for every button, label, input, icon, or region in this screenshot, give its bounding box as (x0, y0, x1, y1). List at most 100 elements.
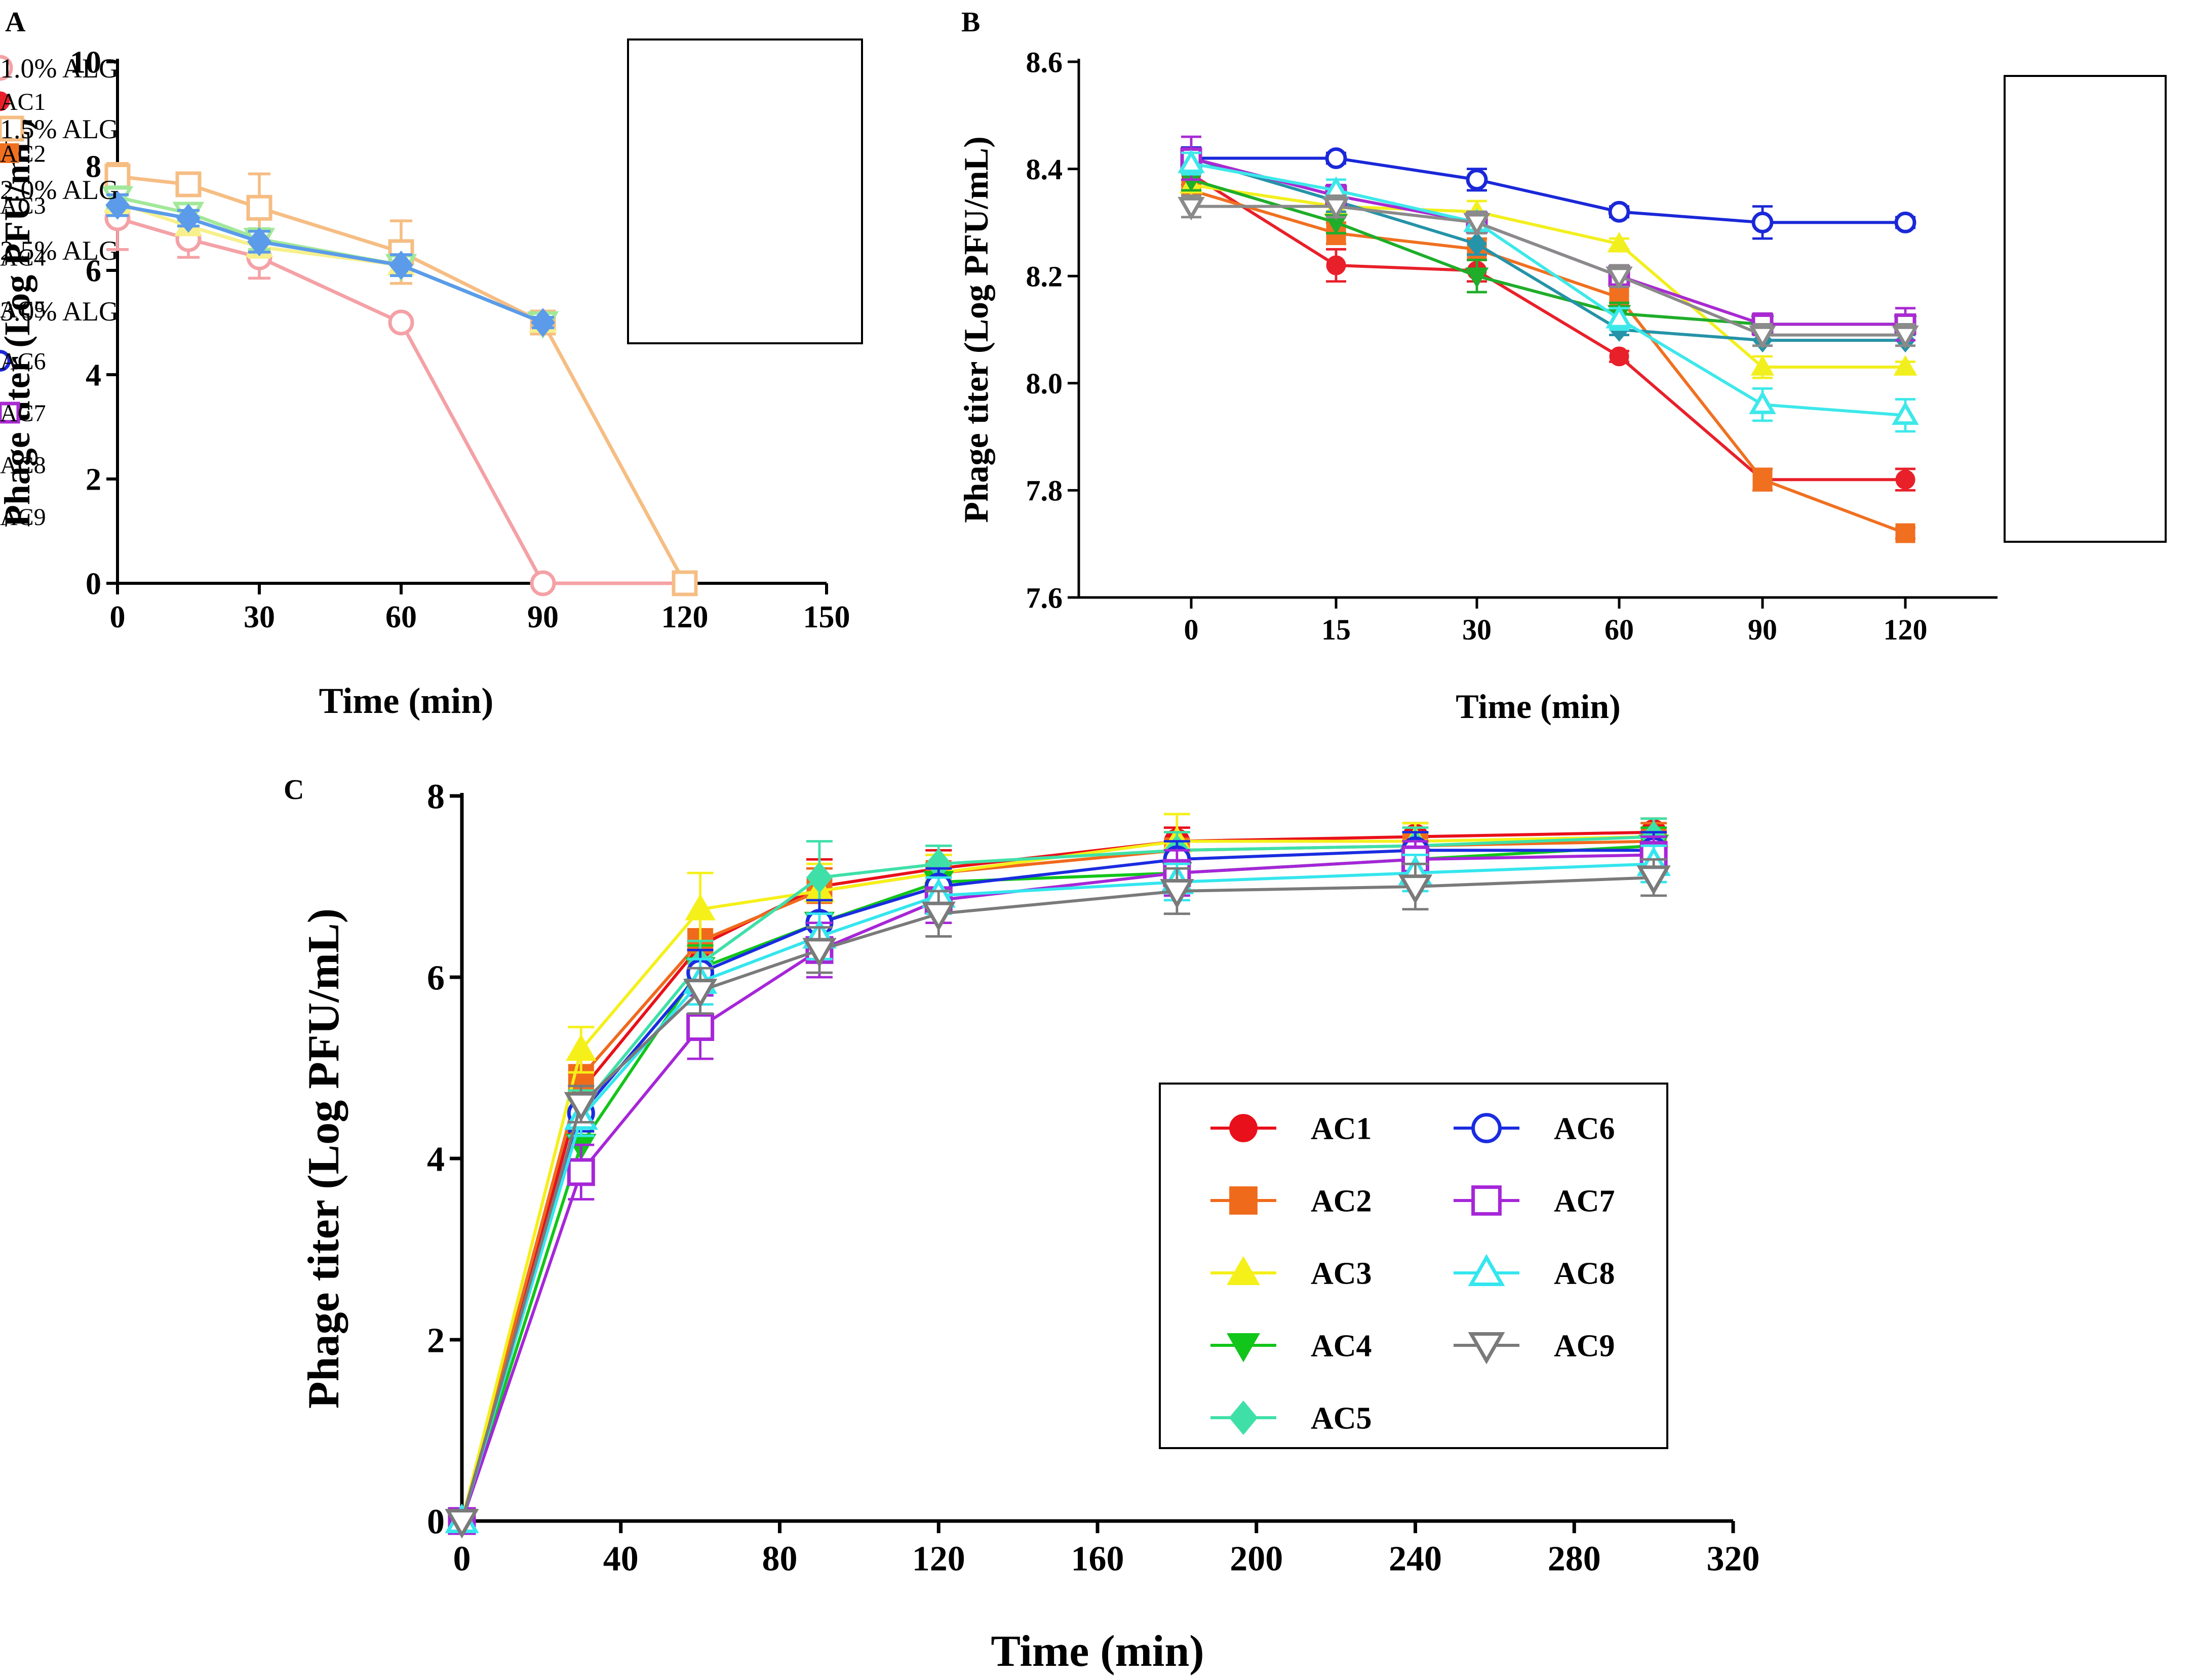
legend-marker (0, 91, 10, 111)
x-tick-label: 15 (1321, 613, 1351, 646)
data-point (105, 190, 130, 220)
series-ac6 (1180, 146, 1916, 240)
data-point (1607, 232, 1631, 253)
data-point (686, 1013, 715, 1041)
data-point (445, 1509, 479, 1539)
data-point (1178, 149, 1205, 173)
panel-label-a: A (5, 7, 26, 38)
legend-label: AC5 (1311, 1402, 1372, 1436)
panel-label-b: B (961, 7, 980, 38)
y-tick-label: 4 (86, 358, 101, 393)
y-axis-title: Phage titer (Log PFU/mL) (957, 136, 995, 523)
legend-marker (1229, 1186, 1258, 1215)
series-line (460, 835, 1654, 1522)
data-point (1606, 305, 1633, 329)
legend-marker (1227, 1256, 1260, 1285)
legend-marker (1471, 1185, 1502, 1216)
y-tick-label: 0 (86, 567, 101, 602)
legend-label: AC7 (1554, 1184, 1615, 1219)
x-tick-label: 280 (1548, 1540, 1601, 1579)
legend-label: AC3 (1311, 1257, 1372, 1291)
data-point (1178, 196, 1205, 221)
data-point (530, 570, 556, 596)
legend-label: 2.5% ALG (0, 235, 119, 266)
x-tick-label: 60 (1604, 613, 1634, 646)
data-point (175, 171, 202, 197)
y-tick-label: 8 (427, 778, 445, 817)
legend-label: AC1 (1311, 1112, 1372, 1146)
y-tick-label: 7.6 (1026, 581, 1063, 614)
legend-label: AC9 (0, 504, 46, 531)
x-axis-title: Time (min) (991, 1627, 1204, 1676)
legend-box (2004, 75, 2167, 543)
data-point (1892, 401, 1919, 425)
y-tick-label: 4 (427, 1140, 445, 1179)
x-tick-label: 40 (603, 1540, 639, 1579)
legend-label: AC4 (1311, 1329, 1372, 1364)
legend-marker (1468, 1332, 1505, 1365)
series-line (460, 862, 1654, 1522)
x-tick-label: 120 (1884, 613, 1928, 646)
y-tick-label: 6 (427, 959, 445, 998)
data-point (566, 1034, 597, 1061)
x-tick-label: 90 (1748, 613, 1777, 646)
data-point (389, 250, 413, 280)
data-point (1608, 201, 1630, 223)
data-point (672, 570, 698, 596)
series-3-0-alg (105, 190, 555, 337)
series-ac3 (1179, 173, 1917, 379)
y-tick-label: 8.4 (1026, 153, 1063, 186)
data-point (246, 194, 272, 221)
data-point (1465, 267, 1489, 288)
x-tick-label: 120 (661, 600, 709, 634)
y-tick-label: 8.2 (1026, 260, 1063, 293)
panel-label-c: C (284, 774, 304, 806)
data-point (1894, 211, 1916, 233)
legend-marker (0, 143, 19, 163)
y-axis-title: Phage titer (Log PFU/mL) (299, 908, 348, 1409)
legend-label: AC4 (0, 244, 46, 271)
series-line (460, 876, 1654, 1522)
data-point (1752, 469, 1773, 490)
x-tick-label: 90 (527, 600, 559, 634)
series-ac4 (1179, 168, 1917, 337)
x-tick-label: 200 (1230, 1540, 1283, 1579)
data-point (1467, 231, 1487, 256)
x-tick-label: 30 (1462, 613, 1492, 646)
x-tick-label: 80 (762, 1540, 798, 1579)
legend-label: AC1 (0, 89, 46, 115)
legend-label: AC2 (0, 140, 46, 167)
data-point (1895, 469, 1915, 490)
legend-label: AC3 (0, 192, 46, 219)
series-ac9 (1178, 194, 1919, 349)
legend-label: AC6 (1554, 1112, 1615, 1146)
data-point (1751, 211, 1774, 233)
x-axis-title: Time (min) (319, 681, 494, 721)
series-ac2 (1181, 178, 1915, 543)
x-tick-label: 160 (1071, 1540, 1124, 1579)
data-point (1749, 325, 1776, 349)
legend-marker (1229, 1114, 1258, 1142)
data-point (685, 894, 716, 921)
y-tick-label: 8.6 (1026, 46, 1063, 78)
data-point (1895, 523, 1915, 543)
y-axis-title: Phage titer (Log PFU/mL) (0, 118, 37, 528)
y-tick-label: 8.0 (1026, 367, 1063, 400)
x-tick-label: 320 (1707, 1540, 1760, 1579)
data-point (1749, 390, 1776, 414)
data-point (567, 1158, 595, 1186)
legend-marker (0, 55, 13, 81)
y-tick-label: 2 (427, 1322, 445, 1361)
legend-label: 2.0% ALG (0, 175, 119, 205)
data-point (1463, 213, 1491, 237)
legend-label: AC2 (1311, 1184, 1372, 1219)
data-point (802, 938, 837, 968)
y-tick-label: 6 (86, 254, 101, 289)
x-tick-label: 60 (385, 600, 417, 634)
legend-label: AC6 (0, 348, 46, 375)
y-tick-label: 2 (86, 463, 101, 497)
legend-label: 1.0% ALG (0, 53, 119, 84)
data-point (176, 204, 201, 233)
data-point (388, 309, 414, 336)
data-point (1609, 346, 1629, 367)
